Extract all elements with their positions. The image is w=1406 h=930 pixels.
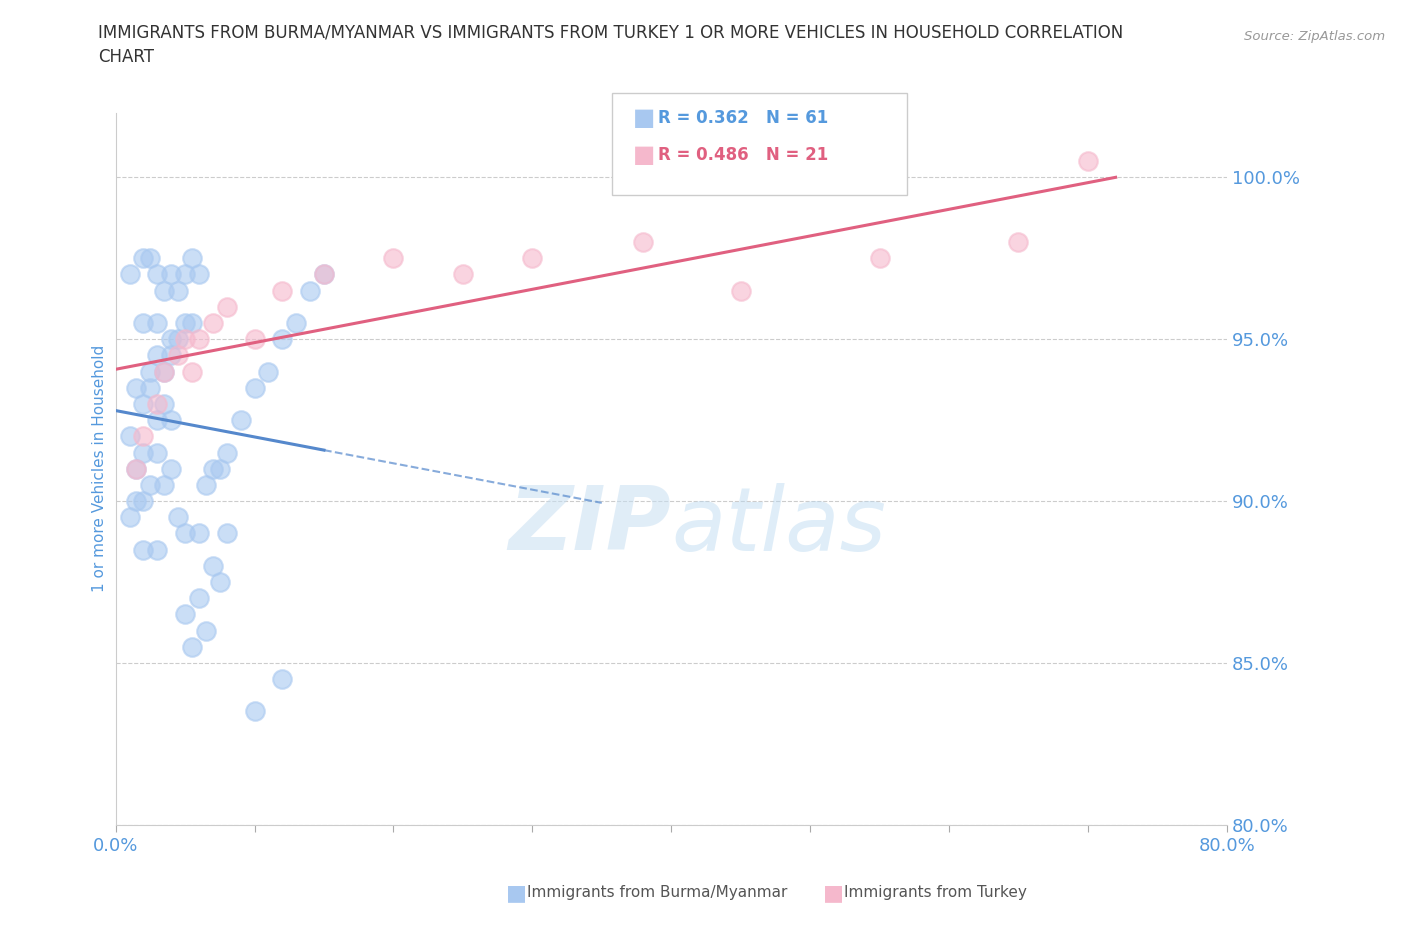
Point bbox=[146, 542, 169, 557]
Text: Immigrants from Burma/Myanmar: Immigrants from Burma/Myanmar bbox=[527, 885, 787, 900]
Point bbox=[174, 332, 197, 347]
Point bbox=[271, 284, 294, 299]
Point bbox=[257, 365, 280, 379]
Point bbox=[153, 284, 176, 299]
Point bbox=[125, 494, 148, 509]
Point bbox=[522, 251, 544, 266]
Text: ■: ■ bbox=[633, 106, 655, 130]
Point bbox=[451, 267, 474, 282]
Point bbox=[201, 461, 224, 476]
Point bbox=[153, 365, 176, 379]
Text: ■: ■ bbox=[506, 883, 527, 903]
Point bbox=[160, 461, 183, 476]
Point bbox=[188, 267, 211, 282]
Point bbox=[271, 671, 294, 686]
Point bbox=[132, 445, 155, 460]
Point bbox=[633, 234, 655, 249]
Point bbox=[174, 607, 197, 622]
Point bbox=[181, 365, 204, 379]
Point bbox=[208, 461, 231, 476]
Point bbox=[146, 315, 169, 330]
Point bbox=[139, 365, 162, 379]
Point bbox=[132, 315, 155, 330]
Point bbox=[201, 558, 224, 573]
Text: ■: ■ bbox=[823, 883, 844, 903]
Point bbox=[312, 267, 335, 282]
Point bbox=[229, 413, 252, 428]
Point bbox=[215, 526, 238, 541]
Point bbox=[167, 348, 190, 363]
Point bbox=[188, 591, 211, 605]
Text: R = 0.362   N = 61: R = 0.362 N = 61 bbox=[658, 109, 828, 127]
Text: atlas: atlas bbox=[671, 483, 886, 568]
Text: ■: ■ bbox=[633, 143, 655, 167]
Point bbox=[1007, 234, 1029, 249]
Point bbox=[194, 477, 217, 492]
Point bbox=[181, 639, 204, 654]
Point bbox=[125, 380, 148, 395]
Point bbox=[243, 332, 266, 347]
Point bbox=[153, 477, 176, 492]
Point bbox=[194, 623, 217, 638]
Point bbox=[271, 332, 294, 347]
Point bbox=[208, 575, 231, 590]
Point bbox=[312, 267, 335, 282]
Point bbox=[869, 251, 891, 266]
Point bbox=[174, 526, 197, 541]
Point bbox=[146, 396, 169, 411]
Text: ZIP: ZIP bbox=[509, 482, 671, 569]
Point bbox=[188, 332, 211, 347]
Point bbox=[243, 704, 266, 719]
Point bbox=[243, 380, 266, 395]
Point bbox=[132, 494, 155, 509]
Point bbox=[201, 315, 224, 330]
Point bbox=[285, 315, 308, 330]
Point bbox=[146, 348, 169, 363]
Point bbox=[139, 380, 162, 395]
Text: IMMIGRANTS FROM BURMA/MYANMAR VS IMMIGRANTS FROM TURKEY 1 OR MORE VEHICLES IN HO: IMMIGRANTS FROM BURMA/MYANMAR VS IMMIGRA… bbox=[98, 23, 1123, 41]
Text: CHART: CHART bbox=[98, 48, 155, 66]
Point bbox=[181, 315, 204, 330]
Point bbox=[146, 445, 169, 460]
Text: Source: ZipAtlas.com: Source: ZipAtlas.com bbox=[1244, 30, 1385, 43]
Point bbox=[118, 429, 141, 444]
Point bbox=[132, 542, 155, 557]
Point bbox=[730, 284, 752, 299]
Point bbox=[160, 413, 183, 428]
Point bbox=[382, 251, 405, 266]
Point bbox=[188, 526, 211, 541]
Point bbox=[132, 396, 155, 411]
Point bbox=[132, 251, 155, 266]
Point bbox=[146, 413, 169, 428]
Point bbox=[299, 284, 322, 299]
Point bbox=[146, 267, 169, 282]
Point bbox=[167, 284, 190, 299]
Point bbox=[125, 461, 148, 476]
Point bbox=[132, 429, 155, 444]
Point bbox=[215, 445, 238, 460]
Point bbox=[160, 267, 183, 282]
Point bbox=[181, 251, 204, 266]
Point bbox=[139, 251, 162, 266]
Point bbox=[1077, 153, 1099, 168]
Point bbox=[153, 396, 176, 411]
Point bbox=[174, 267, 197, 282]
Point bbox=[160, 332, 183, 347]
Text: R = 0.486   N = 21: R = 0.486 N = 21 bbox=[658, 146, 828, 165]
Point bbox=[153, 365, 176, 379]
Point bbox=[160, 348, 183, 363]
Point bbox=[174, 315, 197, 330]
Point bbox=[118, 510, 141, 525]
Text: Immigrants from Turkey: Immigrants from Turkey bbox=[844, 885, 1026, 900]
Point bbox=[215, 299, 238, 314]
Y-axis label: 1 or more Vehicles in Household: 1 or more Vehicles in Household bbox=[93, 345, 107, 592]
Point bbox=[167, 332, 190, 347]
Point bbox=[139, 477, 162, 492]
Point bbox=[125, 461, 148, 476]
Point bbox=[118, 267, 141, 282]
Point bbox=[167, 510, 190, 525]
